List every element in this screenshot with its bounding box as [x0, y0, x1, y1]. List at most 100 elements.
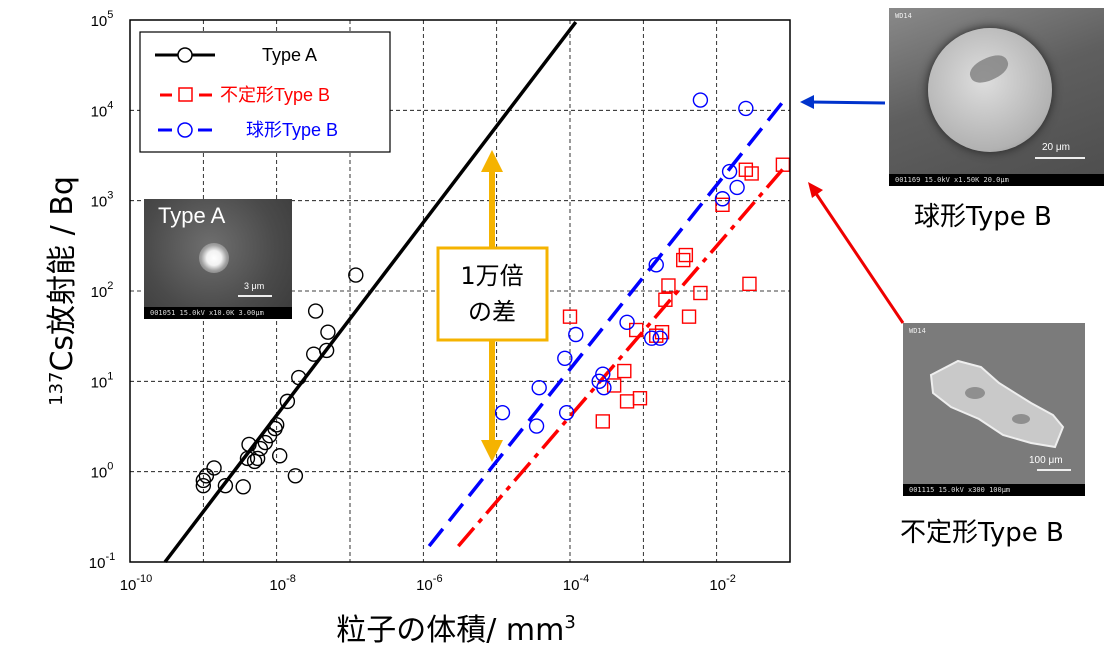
data-point-series-1 — [658, 292, 673, 307]
data-point-series-0 — [287, 468, 304, 484]
type-a-scale-bar — [238, 295, 272, 297]
legend-item-spherical: 球形Type B — [158, 120, 338, 140]
spherical-scale-label: 20 μm — [1042, 142, 1070, 153]
y-tick-label: 105 — [91, 9, 114, 30]
data-point-series-1 — [606, 378, 622, 393]
irregular-tag: WD14 — [909, 327, 926, 335]
data-point-series-2 — [648, 257, 664, 273]
data-point-series-0 — [348, 267, 364, 283]
data-points — [195, 92, 791, 495]
y-tick-label: 104 — [91, 99, 114, 120]
legend-item-irregular: 不定形Type B — [160, 85, 330, 105]
data-point-series-2 — [528, 418, 545, 434]
grid-lines — [130, 20, 790, 562]
data-point-series-1 — [676, 252, 691, 268]
data-point-series-2 — [643, 330, 660, 346]
data-point-series-1 — [617, 363, 632, 379]
spherical-scale-bar — [1035, 157, 1085, 159]
spherical-caption: 球形Type B — [914, 202, 1052, 232]
data-point-series-1 — [742, 276, 757, 292]
y-tick-label: 100 — [91, 461, 114, 482]
callout-arrows — [800, 95, 905, 324]
spherical-tag: WD14 — [895, 12, 912, 20]
data-point-series-1 — [744, 166, 759, 181]
annotation-box — [436, 246, 549, 342]
x-tick-label: 10-2 — [709, 573, 735, 594]
data-point-series-0 — [249, 450, 266, 467]
data-point-series-2 — [721, 163, 738, 180]
data-point-series-0 — [320, 324, 336, 340]
data-point-series-1 — [661, 278, 676, 293]
data-point-series-2 — [494, 404, 511, 421]
type-a-image-label: Type A — [158, 203, 226, 228]
data-point-series-0 — [268, 417, 285, 433]
data-point-series-2 — [714, 191, 731, 207]
data-point-series-2 — [568, 326, 584, 343]
legend-marker-type-a — [177, 47, 193, 63]
data-point-series-0 — [217, 477, 234, 494]
data-point-series-1 — [595, 414, 610, 429]
data-point-series-0 — [195, 477, 212, 494]
data-point-series-2 — [738, 100, 754, 117]
data-point-series-2 — [531, 380, 547, 396]
data-point-series-0 — [318, 342, 335, 359]
fit-line-series-0 — [163, 20, 578, 564]
data-point-series-1 — [562, 309, 578, 324]
data-point-series-1 — [681, 309, 697, 324]
data-point-series-0 — [272, 448, 288, 464]
y-tick-label: 10-1 — [89, 551, 115, 572]
plot-frame — [129, 19, 791, 563]
blue-callout-arrow — [809, 100, 886, 105]
type-a-info-bar: 001051 15.0kV x10.0K 3.00μm — [144, 307, 292, 319]
data-point-series-2 — [652, 330, 668, 346]
type-a-particle — [199, 243, 229, 273]
y-axis-title: 137Cs放射能 / Bq — [45, 176, 80, 406]
legend-marker-irregular — [178, 87, 193, 102]
data-point-series-1 — [715, 197, 730, 213]
annotation-line2: の差 — [468, 298, 516, 326]
data-point-series-1 — [619, 394, 635, 409]
y-tick-label: 102 — [91, 280, 114, 301]
y-tick-label: 101 — [91, 370, 114, 391]
y-tick-label: 103 — [91, 190, 114, 211]
data-point-series-0 — [306, 346, 322, 362]
data-point-series-2 — [596, 380, 612, 396]
legend-item-type-a: Type A — [155, 45, 317, 65]
data-point-series-2 — [729, 179, 745, 196]
difference-annotation: 1万倍 の差 — [436, 150, 549, 462]
irregular-scale-bar — [1037, 469, 1071, 471]
legend: Type A 不定形Type B 球形Type B — [139, 31, 391, 153]
irregular-info-bar: 001115 15.0kV x300 100μm — [903, 484, 1085, 496]
data-point-series-0 — [198, 468, 215, 484]
x-tick-label: 10-4 — [563, 573, 589, 594]
fit-line-series-1 — [456, 163, 788, 548]
x-tick-label: 10-8 — [269, 573, 295, 594]
irregular-caption: 不定形Type B — [900, 518, 1064, 548]
spherical-type-b-micrograph: WD14 20 μm 001169 15.0kV x1.50K 20.0μm — [889, 8, 1104, 186]
data-point-series-0 — [206, 460, 222, 476]
data-point-series-0 — [195, 472, 212, 489]
arrow-head-up — [481, 150, 503, 172]
spherical-particle — [928, 28, 1052, 152]
legend-label-type-a: Type A — [262, 45, 317, 65]
data-point-series-0 — [291, 369, 307, 386]
x-tick-label: 10-6 — [416, 573, 442, 594]
data-point-series-0 — [235, 479, 251, 495]
fit-lines — [163, 20, 789, 564]
data-point-series-0 — [241, 436, 257, 453]
irregular-particle — [929, 359, 1065, 449]
x-tick-label: 10-10 — [120, 573, 153, 594]
type-a-scale-label: 3 μm — [244, 281, 265, 291]
data-point-series-1 — [678, 247, 694, 263]
data-point-series-2 — [558, 404, 575, 421]
spherical-info-bar: 001169 15.0kV x1.50K 20.0μm — [889, 174, 1104, 186]
irregular-scale-label: 100 μm — [1029, 455, 1063, 466]
legend-label-irregular: 不定形Type B — [220, 85, 330, 105]
arrow-head-down — [481, 440, 503, 462]
legend-label-spherical: 球形Type B — [246, 120, 338, 140]
annotation-line1: 1万倍 — [460, 262, 523, 290]
data-point-series-2 — [619, 314, 635, 331]
data-point-series-0 — [279, 393, 296, 410]
data-point-series-1 — [693, 285, 708, 301]
